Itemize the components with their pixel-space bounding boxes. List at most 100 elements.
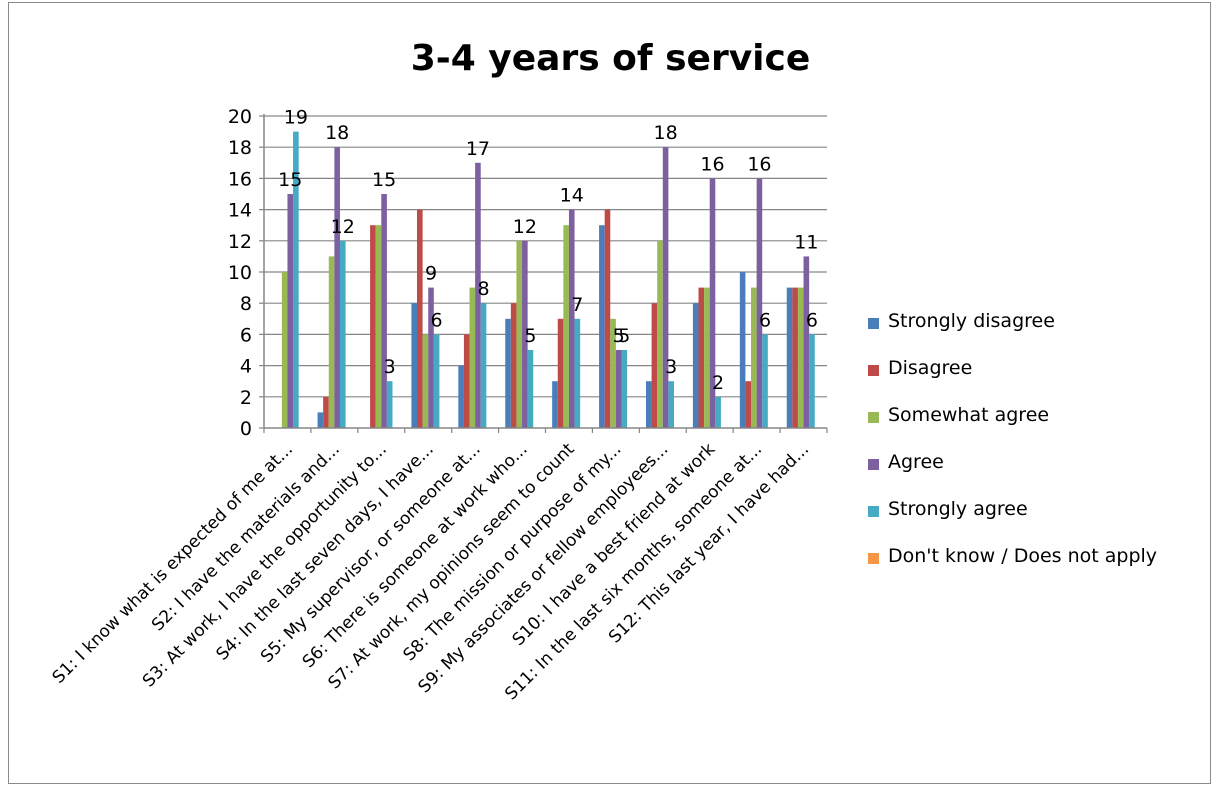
bar-5-2 bbox=[339, 240, 346, 428]
bar-2-4 bbox=[417, 209, 423, 428]
bar-4-6 bbox=[522, 240, 528, 428]
bar-2-12 bbox=[792, 287, 798, 428]
y-tick-label: 2 bbox=[240, 387, 252, 409]
bar-5-4 bbox=[433, 334, 440, 428]
bar-2-8 bbox=[604, 209, 611, 428]
bar-5-6 bbox=[527, 350, 534, 428]
data-label: 6 bbox=[431, 309, 443, 331]
data-label: 7 bbox=[571, 294, 583, 316]
bar-5-9 bbox=[668, 381, 674, 428]
bar-1-9 bbox=[645, 381, 652, 428]
bar-2-7 bbox=[557, 318, 564, 428]
bar-2-2 bbox=[323, 396, 329, 428]
bar-5-7 bbox=[574, 318, 581, 428]
y-tick-label: 12 bbox=[228, 231, 252, 253]
bar-3-1 bbox=[281, 272, 288, 428]
data-label: 15 bbox=[278, 169, 302, 191]
bar-5-8 bbox=[621, 350, 628, 428]
data-label: 5 bbox=[524, 325, 536, 347]
y-tick-label: 0 bbox=[240, 418, 252, 440]
data-label: 18 bbox=[653, 122, 677, 144]
bar-4-5 bbox=[475, 162, 481, 429]
data-label: 6 bbox=[806, 309, 818, 331]
bar-3-12 bbox=[797, 287, 804, 428]
data-label: 17 bbox=[466, 138, 490, 160]
bar-2-10 bbox=[698, 287, 705, 428]
bar-1-11 bbox=[739, 272, 746, 428]
legend-swatch bbox=[868, 318, 879, 329]
bar-5-5 bbox=[480, 303, 487, 428]
bar-3-4 bbox=[422, 334, 429, 428]
bar-4-8 bbox=[615, 350, 622, 428]
data-label: 9 bbox=[425, 263, 437, 285]
bar-1-6 bbox=[505, 318, 511, 428]
y-tick-label: 16 bbox=[228, 168, 252, 190]
bar-4-9 bbox=[662, 147, 669, 428]
data-label: 11 bbox=[794, 231, 818, 253]
y-tick-label: 14 bbox=[228, 200, 252, 222]
bar-1-4 bbox=[411, 303, 418, 428]
legend-label: Somewhat agree bbox=[888, 404, 1050, 426]
legend-swatch bbox=[868, 459, 879, 470]
bar-2-5 bbox=[463, 334, 470, 428]
bar-5-3 bbox=[386, 381, 393, 428]
chart-title: 3-4 years of service bbox=[410, 38, 811, 79]
y-tick-label: 10 bbox=[228, 262, 252, 284]
bar-5-1 bbox=[293, 131, 299, 428]
bar-2-9 bbox=[651, 303, 658, 428]
bar-3-10 bbox=[704, 287, 710, 428]
data-label: 5 bbox=[613, 325, 625, 347]
data-label: 12 bbox=[513, 216, 537, 238]
y-tick-label: 6 bbox=[240, 324, 252, 346]
bar-1-7 bbox=[552, 381, 558, 428]
bar-3-8 bbox=[610, 318, 616, 428]
data-label: 15 bbox=[372, 169, 396, 191]
bar-3-11 bbox=[751, 287, 757, 428]
bar-3-3 bbox=[375, 225, 382, 428]
data-label: 5 bbox=[618, 325, 630, 347]
bar-2-11 bbox=[745, 381, 752, 428]
bar-4-1 bbox=[287, 194, 294, 428]
legend-label: Strongly agree bbox=[888, 498, 1028, 520]
bar-4-4 bbox=[428, 287, 434, 428]
y-tick-label: 20 bbox=[228, 106, 252, 128]
legend-label: Disagree bbox=[888, 357, 973, 379]
bar-3-6 bbox=[516, 240, 523, 428]
data-label: 8 bbox=[477, 278, 489, 300]
legend-swatch bbox=[868, 365, 879, 376]
bar-4-12 bbox=[803, 256, 810, 428]
legend-label: Strongly disagree bbox=[888, 310, 1055, 332]
bar-5-12 bbox=[809, 334, 815, 428]
y-tick-label: 4 bbox=[240, 356, 252, 378]
data-label: 2 bbox=[712, 372, 724, 394]
legend-label: Don't know / Does not apply bbox=[888, 545, 1158, 567]
data-label: 3 bbox=[384, 356, 396, 378]
data-label: 16 bbox=[700, 153, 724, 175]
legend-swatch bbox=[868, 506, 879, 517]
bar-2-3 bbox=[370, 225, 376, 428]
bar-2-6 bbox=[510, 303, 517, 428]
bar-3-5 bbox=[469, 287, 476, 428]
data-label: 18 bbox=[325, 122, 349, 144]
bar-3-9 bbox=[657, 240, 663, 428]
bar-4-7 bbox=[568, 209, 575, 428]
bar-1-10 bbox=[692, 303, 699, 428]
data-label: 16 bbox=[747, 153, 771, 175]
bar-4-11 bbox=[756, 178, 763, 428]
bar-4-10 bbox=[709, 178, 716, 428]
bar-5-11 bbox=[762, 334, 768, 428]
bar-5-10 bbox=[715, 396, 721, 428]
y-tick-label: 18 bbox=[228, 137, 252, 159]
bar-1-5 bbox=[458, 365, 464, 428]
data-label: 14 bbox=[560, 185, 584, 207]
bar-1-12 bbox=[786, 287, 793, 428]
bar-3-7 bbox=[563, 225, 569, 428]
legend-swatch bbox=[868, 412, 879, 423]
data-label: 6 bbox=[759, 309, 771, 331]
data-label: 19 bbox=[284, 107, 308, 129]
data-label: 12 bbox=[331, 216, 355, 238]
bar-1-2 bbox=[317, 412, 324, 428]
bar-4-2 bbox=[334, 147, 340, 428]
legend-label: Agree bbox=[888, 451, 944, 473]
